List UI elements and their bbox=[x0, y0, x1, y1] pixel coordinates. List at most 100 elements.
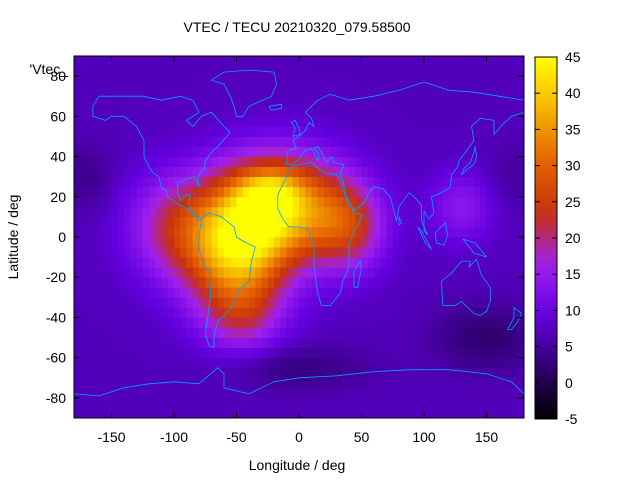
heatmap-cell bbox=[180, 387, 187, 399]
heatmap-cell bbox=[430, 196, 437, 208]
heatmap-cell bbox=[274, 357, 281, 369]
heatmap-cell bbox=[74, 196, 81, 208]
heatmap-cell bbox=[117, 317, 125, 328]
heatmap-cell bbox=[330, 76, 337, 87]
heatmap-cell bbox=[155, 86, 162, 97]
heatmap-cell bbox=[324, 397, 331, 409]
heatmap-cell bbox=[349, 357, 356, 369]
heatmap-cell bbox=[324, 357, 331, 369]
heatmap-cell bbox=[467, 267, 475, 278]
heatmap-cell bbox=[136, 86, 144, 97]
heatmap-cell bbox=[174, 297, 181, 308]
heatmap-cell bbox=[205, 86, 212, 97]
heatmap-cell bbox=[436, 56, 444, 67]
heatmap-cell bbox=[249, 407, 256, 419]
heatmap-cell bbox=[224, 387, 231, 399]
heatmap-cell bbox=[417, 327, 425, 338]
heatmap-cell bbox=[230, 166, 237, 178]
heatmap-cell bbox=[249, 297, 256, 308]
heatmap-cell bbox=[86, 76, 94, 87]
heatmap-cell bbox=[130, 146, 137, 157]
colorbar-tick-label: 45 bbox=[565, 49, 581, 65]
heatmap-cell bbox=[449, 347, 456, 359]
heatmap-cell bbox=[274, 367, 281, 379]
heatmap-cell bbox=[449, 377, 456, 389]
heatmap-cell bbox=[99, 367, 106, 379]
heatmap-cell bbox=[374, 106, 381, 117]
heatmap-cell bbox=[449, 307, 456, 318]
heatmap-cell bbox=[461, 126, 469, 137]
heatmap-cell bbox=[417, 166, 425, 178]
heatmap-cell bbox=[142, 367, 150, 379]
heatmap-cell bbox=[155, 76, 162, 87]
heatmap-cell bbox=[374, 156, 381, 168]
heatmap-cell bbox=[424, 367, 431, 379]
heatmap-cell bbox=[80, 357, 87, 369]
heatmap-cell bbox=[142, 257, 150, 268]
heatmap-cell bbox=[480, 186, 487, 198]
heatmap-cell bbox=[492, 186, 500, 198]
heatmap-cell bbox=[230, 196, 237, 208]
heatmap-cell bbox=[386, 247, 394, 258]
heatmap-cell bbox=[161, 387, 169, 399]
heatmap-cell bbox=[136, 277, 144, 288]
heatmap-cell bbox=[149, 297, 156, 308]
heatmap-cell bbox=[274, 106, 281, 117]
heatmap-cell bbox=[311, 307, 319, 318]
heatmap-cell bbox=[292, 327, 300, 338]
heatmap-cell bbox=[499, 267, 506, 278]
heatmap-cell bbox=[336, 216, 344, 228]
heatmap-cell bbox=[367, 347, 375, 359]
heatmap-cell bbox=[305, 116, 312, 127]
heatmap-cell bbox=[355, 397, 362, 409]
heatmap-cell bbox=[117, 106, 125, 117]
heatmap-cell bbox=[480, 66, 487, 77]
heatmap-cell bbox=[405, 146, 412, 157]
heatmap-cell bbox=[117, 377, 125, 389]
heatmap-cell bbox=[236, 96, 244, 107]
heatmap-cell bbox=[124, 267, 131, 278]
heatmap-cell bbox=[455, 307, 462, 318]
heatmap-cell bbox=[186, 277, 194, 288]
heatmap-cell bbox=[299, 347, 306, 359]
heatmap-cell bbox=[511, 377, 519, 389]
heatmap-cell bbox=[442, 237, 450, 248]
heatmap-cell bbox=[399, 116, 406, 127]
heatmap-cell bbox=[261, 267, 269, 278]
coastline-new-guinea bbox=[462, 238, 487, 258]
heatmap-cell bbox=[274, 156, 281, 168]
heatmap-cell bbox=[267, 277, 275, 288]
heatmap-cell bbox=[361, 206, 369, 218]
heatmap-cell bbox=[411, 196, 419, 208]
heatmap-cell bbox=[124, 297, 131, 308]
heatmap-cell bbox=[274, 166, 281, 178]
heatmap-cell bbox=[349, 66, 356, 77]
heatmap-cell bbox=[242, 367, 250, 379]
heatmap-cell bbox=[199, 86, 206, 97]
heatmap-cell bbox=[249, 176, 256, 188]
heatmap-cell bbox=[330, 347, 337, 359]
heatmap-cell bbox=[299, 357, 306, 369]
heatmap-cell bbox=[317, 186, 325, 198]
heatmap-cell bbox=[324, 146, 331, 157]
heatmap-cell bbox=[480, 357, 487, 369]
heatmap-cell bbox=[336, 277, 344, 288]
heatmap-cell bbox=[299, 307, 306, 318]
heatmap-cell bbox=[349, 327, 356, 338]
heatmap-cell bbox=[105, 327, 112, 338]
heatmap-cell bbox=[430, 367, 437, 379]
heatmap-cell bbox=[467, 226, 475, 238]
heatmap-cell bbox=[155, 226, 162, 238]
heatmap-cell bbox=[205, 166, 212, 178]
heatmap-cell bbox=[99, 397, 106, 409]
heatmap-cell bbox=[442, 277, 450, 288]
heatmap-cell bbox=[180, 196, 187, 208]
heatmap-cell bbox=[186, 307, 194, 318]
heatmap-cell bbox=[249, 387, 256, 399]
heatmap-cell bbox=[380, 357, 387, 369]
heatmap-cell bbox=[130, 307, 137, 318]
heatmap-cell bbox=[130, 247, 137, 258]
heatmap-cell bbox=[292, 56, 300, 67]
key-label: 'Vtec_ bbox=[30, 61, 69, 77]
heatmap-cell bbox=[205, 397, 212, 409]
